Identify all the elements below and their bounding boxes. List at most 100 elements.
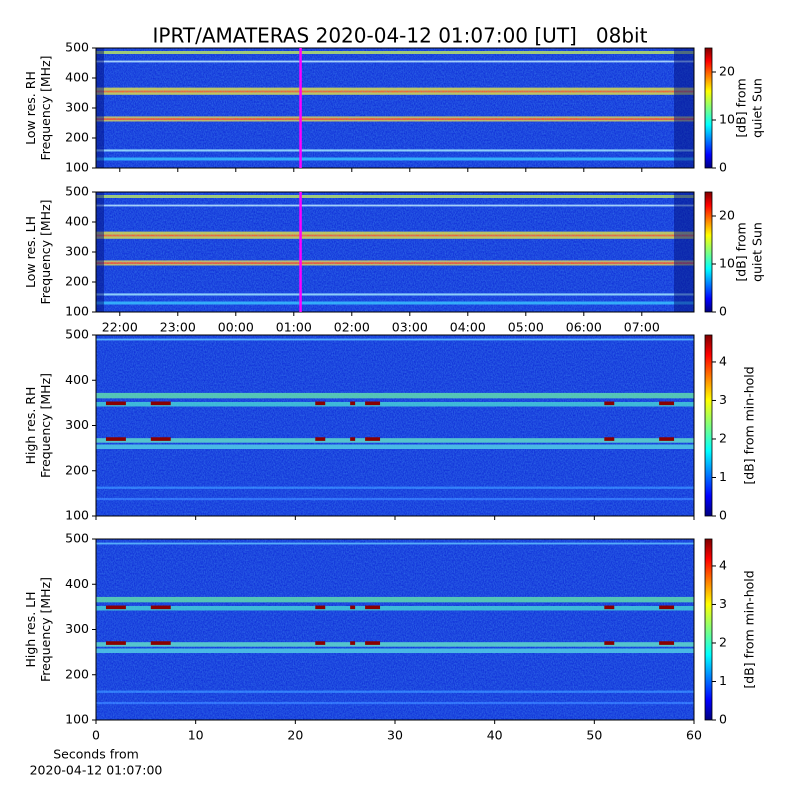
y-tick-label: 300 [65,621,89,636]
colorbar-tick-label: 2 [719,430,727,445]
heatmap-hotspot [365,401,381,406]
colorbar-tick-label: 3 [719,392,727,407]
colorbar-tick-label: 2 [719,634,727,649]
x-tick-label: 30 [387,728,403,743]
y-tick-label: 500 [65,40,89,55]
y-tick-label: 400 [65,70,89,85]
colorbar-label: quiet Sun [750,222,765,282]
heatmap-hotspot [604,641,615,645]
colorbar-tick-label: 1 [719,469,727,484]
x-tick-label: 04:00 [450,320,486,335]
heatmap-texture [96,48,694,168]
y-tick-label: 500 [65,327,89,342]
colorbar [704,538,713,721]
heatmap-hotspot [105,401,126,406]
y-tick-label: 100 [65,508,89,523]
chart-title: IPRT/AMATERAS 2020-04-12 01:07:00 [UT] 0… [153,24,648,48]
y-tick-label: 400 [65,214,89,229]
heatmap-hotspot [365,437,381,441]
heatmap-hotspot [604,401,615,406]
heatmap-hotspot [150,401,171,406]
y-tick-label: 400 [65,576,89,591]
colorbar-tick-label: 20 [719,208,735,223]
x-tick-label: 05:00 [508,320,544,335]
colorbar-label: [dB] from [734,222,749,281]
colorbar [704,334,713,517]
heatmap-texture [96,192,694,312]
heatmap-texture [96,539,694,720]
x-tick-label: 0 [92,728,100,743]
y-axis-label: High res. RH [23,387,38,465]
y-axis-label: Frequency [MHz] [38,55,53,160]
y-tick-label: 500 [65,184,89,199]
x-tick-label: 03:00 [392,320,428,335]
colorbar-tick-label: 10 [719,112,735,127]
heatmap-hotspot [350,437,356,441]
heatmap-hotspot [604,437,615,441]
colorbar-tick-label: 0 [719,304,727,319]
colorbar-tick-label: 3 [719,596,727,611]
colorbar-tick-label: 4 [719,557,727,572]
colorbar-label: [dB] from [734,78,749,137]
y-axis-label: Low res. LH [23,216,38,288]
heatmap-hotspot [105,437,126,441]
x-tick-label: 23:00 [160,320,196,335]
x-tick-label: 40 [487,728,503,743]
heatmap-hotspot [350,605,356,610]
colorbar-label: quiet Sun [750,78,765,138]
colorbar-tick-label: 20 [719,64,735,79]
colorbar-label: [dB] from min-hold [742,366,757,484]
heatmap-hotspot [350,641,356,645]
y-axis-label: Frequency [MHz] [38,199,53,304]
heatmap-hotspot [659,605,675,610]
y-tick-label: 100 [65,712,89,727]
x-tick-label: 60 [686,728,702,743]
heatmap-hotspot [150,605,171,610]
x-tick-label: 06:00 [566,320,602,335]
x-tick-label: 10 [188,728,204,743]
x-tick-label: 07:00 [624,320,660,335]
x-tick-label: 20 [287,728,303,743]
heatmap-hotspot [350,401,356,406]
heatmap-hotspot [150,437,171,441]
colorbar-tick-label: 10 [719,256,735,271]
x-tick-label: 02:00 [334,320,370,335]
x-tick-label: 00:00 [218,320,254,335]
heatmap-edge [674,48,694,168]
y-tick-label: 300 [65,244,89,259]
y-tick-label: 100 [65,304,89,319]
y-axis-label: Low res. RH [23,71,38,145]
colorbar-tick-label: 0 [719,712,727,727]
heatmap-texture [96,335,694,516]
x-axis-label: 2020-04-12 01:07:00 [30,763,163,778]
y-axis-label: Frequency [MHz] [38,373,53,478]
y-tick-label: 400 [65,372,89,387]
heatmap-edge [96,192,104,312]
colorbar-label: [dB] from min-hold [742,570,757,688]
x-tick-label: 01:00 [276,320,312,335]
heatmap-hotspot [105,605,126,610]
heatmap-hotspot [365,641,381,645]
heatmap-hotspot [150,641,171,645]
y-tick-label: 500 [65,531,89,546]
heatmap-hotspot [315,605,326,610]
heatmap-hotspot [659,641,675,645]
colorbar-tick-label: 4 [719,353,727,368]
x-tick-label: 22:00 [102,320,138,335]
heatmap-hotspot [315,641,326,645]
y-tick-label: 200 [65,666,89,681]
x-tick-label: 50 [586,728,602,743]
y-axis-label: Frequency [MHz] [38,577,53,682]
colorbar-tick-label: 0 [719,508,727,523]
heatmap-hotspot [659,401,675,406]
colorbar-tick-label: 1 [719,673,727,688]
heatmap-edge [96,48,104,168]
y-tick-label: 200 [65,130,89,145]
heatmap-hotspot [315,437,326,441]
heatmap-edge [674,192,694,312]
y-tick-label: 300 [65,100,89,115]
y-tick-label: 100 [65,160,89,175]
y-tick-label: 200 [65,274,89,289]
heatmap-hotspot [604,605,615,610]
